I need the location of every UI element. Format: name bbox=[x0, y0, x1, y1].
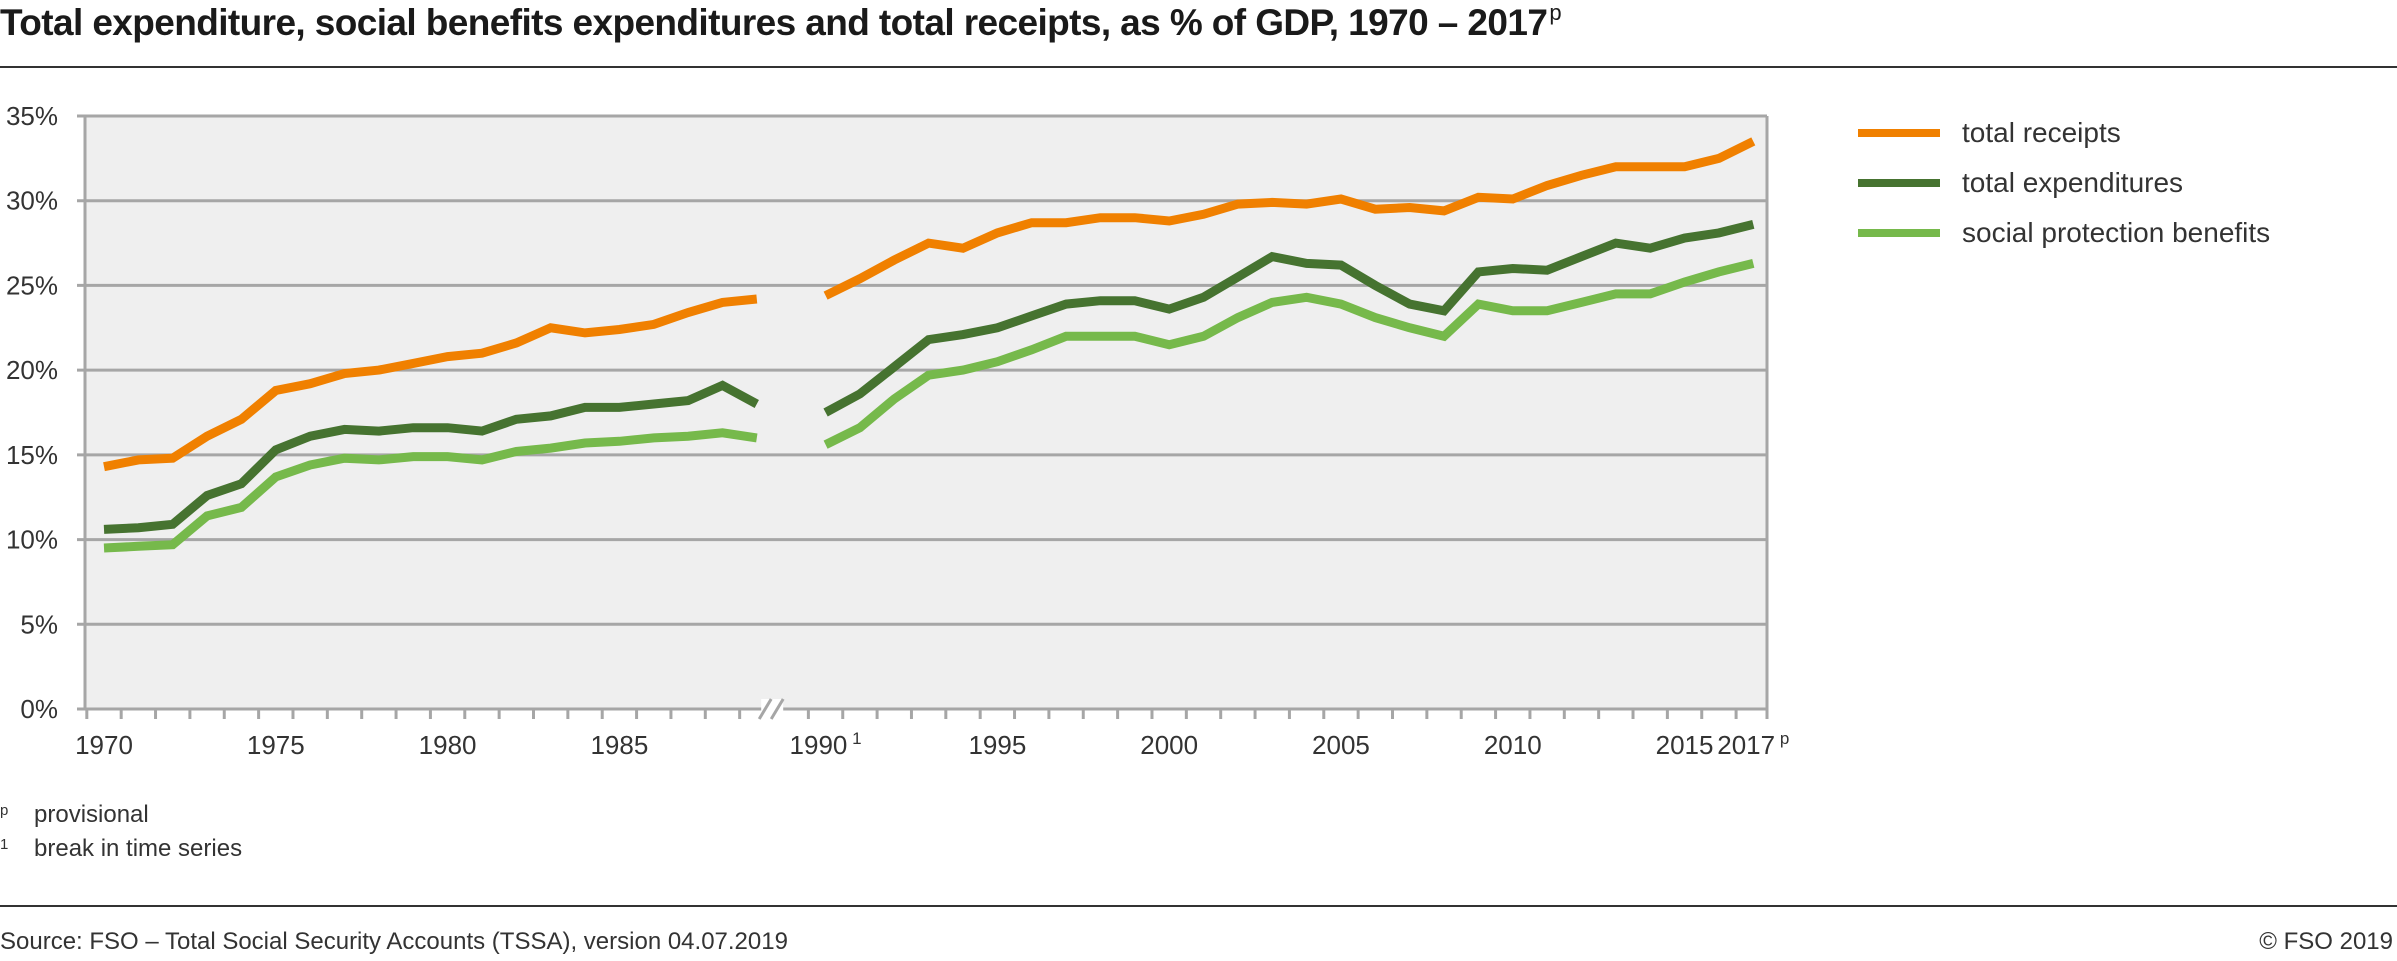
legend-item-social-protection-benefits: social protection benefits bbox=[1858, 208, 2270, 258]
x-axis: 1970 1975 1980 1985 1990 1 1995 2000 2005 2010 20… bbox=[75, 698, 1789, 760]
x-tick-label: 2010 bbox=[1484, 730, 1542, 760]
series-line-total-expenditures bbox=[823, 220, 1755, 417]
legend-item-total-receipts: total receipts bbox=[1858, 108, 2270, 158]
x-tick-superscript: p bbox=[1775, 729, 1789, 748]
chart-title: Total expenditure, social benefits expen… bbox=[0, 0, 1562, 44]
x-tick-label: 1990 1 bbox=[790, 729, 862, 760]
copyright-text: © FSO 2019 bbox=[2259, 928, 2393, 955]
footnote-text: break in time series bbox=[34, 835, 243, 862]
source-text: Source: FSO – Total Social Security Acco… bbox=[0, 928, 788, 955]
y-tick-label: 20% bbox=[6, 355, 58, 385]
legend-swatch-social-protection-benefits bbox=[1858, 229, 1940, 237]
footer-divider bbox=[0, 905, 2397, 907]
y-tick-label: 25% bbox=[6, 270, 58, 300]
axis-break-mark bbox=[769, 698, 785, 720]
x-tick-superscript: 1 bbox=[847, 729, 861, 748]
axis-break-mark bbox=[757, 698, 773, 720]
series-lines bbox=[103, 137, 1756, 553]
series-line-social-protection-benefits bbox=[103, 428, 758, 553]
chart-title-text: Total expenditure, social benefits expen… bbox=[0, 2, 1548, 43]
x-tick-label: 2005 bbox=[1312, 730, 1370, 760]
legend-item-total-expenditures: total expenditures bbox=[1858, 158, 2270, 208]
footnotes: p provisional 1 break in time series bbox=[0, 798, 242, 866]
y-tick-label: 10% bbox=[6, 525, 58, 555]
legend-label: social protection benefits bbox=[1962, 217, 2271, 248]
series-line-total-receipts bbox=[823, 137, 1756, 300]
legend-label: total expenditures bbox=[1962, 167, 2184, 198]
x-tick-label: 2017 p bbox=[1717, 729, 1789, 760]
line-chart: 0%5%10%15%20%25%30%35% 1970 1975 1980 1985 1… bbox=[6, 101, 1789, 760]
chart-title-superscript: p bbox=[1549, 0, 1561, 25]
footnote-mark: p bbox=[0, 802, 9, 819]
footnote-mark: 1 bbox=[0, 836, 9, 853]
x-tick-label: 1975 bbox=[247, 730, 305, 760]
series-line-total-receipts bbox=[103, 294, 758, 472]
legend-label: total receipts bbox=[1962, 117, 2121, 148]
y-tick-label: 35% bbox=[6, 101, 58, 131]
footnote-break: 1 break in time series bbox=[0, 832, 242, 866]
y-tick-label: 0% bbox=[20, 694, 58, 724]
legend-swatch-total-receipts bbox=[1858, 129, 1940, 137]
x-tick-label: 2015 bbox=[1656, 730, 1714, 760]
x-tick-label: 1995 bbox=[968, 730, 1026, 760]
x-tick-label: 1985 bbox=[590, 730, 648, 760]
y-tick-label: 30% bbox=[6, 186, 58, 216]
series-line-social-protection-benefits bbox=[823, 259, 1755, 449]
legend-swatch-total-expenditures bbox=[1858, 179, 1940, 187]
footnote-provisional: p provisional bbox=[0, 798, 242, 832]
legend: total receipts total expenditures social… bbox=[1858, 108, 2270, 258]
x-tick-label: 1980 bbox=[419, 730, 477, 760]
x-tick-label: 1970 bbox=[75, 730, 133, 760]
y-tick-label: 15% bbox=[6, 440, 58, 470]
footnote-text: provisional bbox=[34, 801, 149, 828]
y-tick-label: 5% bbox=[20, 609, 58, 639]
y-axis-labels: 0% 5% 10% 15% 20% 25% 30% 35% bbox=[6, 101, 58, 724]
title-divider bbox=[0, 66, 2397, 68]
x-tick-label: 2000 bbox=[1140, 730, 1198, 760]
plot-area bbox=[85, 116, 1767, 709]
series-line-total-expenditures bbox=[103, 380, 759, 534]
